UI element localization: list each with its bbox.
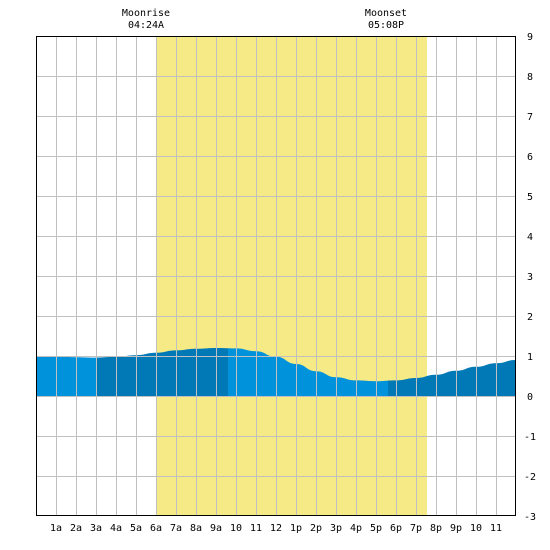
x-tick-label: 8a — [190, 523, 202, 534]
moonrise-time: 04:24A — [128, 20, 164, 31]
x-tick-label: 10 — [470, 523, 482, 534]
y-tick-label: 5 — [527, 192, 533, 203]
x-tick-label: 2a — [70, 523, 82, 534]
x-tick-labels: 1a 2a 3a 4a 5a 6a 7a 8a 9a 10 11 12 1p 2p 3p 4p 5p 6p 7p 8p… — [50, 523, 502, 534]
x-tick-label: 11 — [490, 523, 502, 534]
y-tick-label: 9 — [527, 32, 533, 43]
x-tick-label: 3a — [90, 523, 102, 534]
y-tick-label: 3 — [527, 272, 533, 283]
x-tick-label: 10 — [230, 523, 242, 534]
y-tick-label: 7 — [527, 112, 533, 123]
x-tick-label: 9p — [450, 523, 462, 534]
x-tick-label: 3p — [330, 523, 342, 534]
x-tick-label: 6p — [390, 523, 402, 534]
moonrise-label: Moonrise — [122, 8, 170, 19]
y-tick-label: 1 — [527, 352, 533, 363]
y-tick-label: -2 — [524, 472, 536, 483]
x-tick-label: 7p — [410, 523, 422, 534]
x-tick-label: 11 — [250, 523, 262, 534]
y-tick-label: 6 — [527, 152, 533, 163]
x-tick-label: 5p — [370, 523, 382, 534]
x-tick-label: 2p — [310, 523, 322, 534]
x-tick-label: 9a — [210, 523, 222, 534]
y-tick-label: -1 — [524, 432, 536, 443]
x-tick-label: 12 — [270, 523, 282, 534]
x-tick-label: 8p — [430, 523, 442, 534]
y-tick-label: 2 — [527, 312, 533, 323]
x-tick-label: 5a — [130, 523, 142, 534]
x-tick-label: 7a — [170, 523, 182, 534]
y-tick-label: 8 — [527, 72, 533, 83]
y-tick-label: 0 — [527, 392, 533, 403]
x-tick-label: 4p — [350, 523, 362, 534]
x-tick-label: 1p — [290, 523, 302, 534]
x-tick-label: 6a — [150, 523, 162, 534]
x-tick-label: 4a — [110, 523, 122, 534]
plot-frame — [36, 36, 516, 516]
y-tick-label: -3 — [524, 512, 536, 523]
x-tick-label: 1a — [50, 523, 62, 534]
moonset-label: Moonset — [365, 8, 407, 19]
moonset-time: 05:08P — [368, 20, 404, 31]
y-tick-label: 4 — [527, 232, 533, 243]
y-tick-labels: 9 8 7 6 5 4 3 2 1 0 -1 -2 -3 — [524, 32, 536, 523]
grid-layer — [36, 36, 516, 516]
